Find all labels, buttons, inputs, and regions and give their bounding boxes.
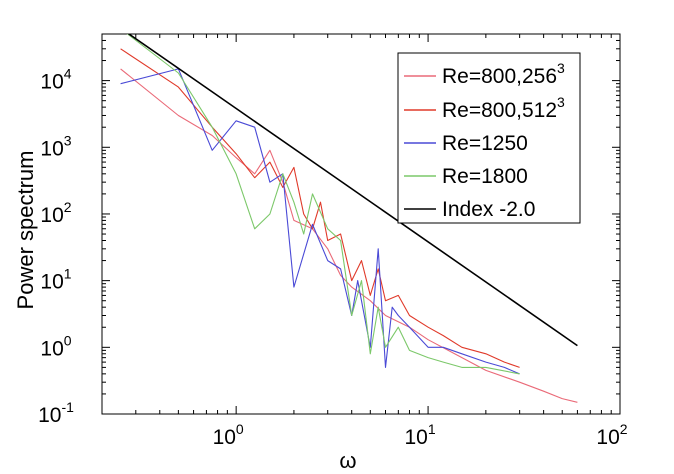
y-tick-label: 100 [40,332,71,360]
x-tick-label: 102 [596,421,627,449]
legend-label: Re=800,5123 [442,94,565,122]
y-tick-label: 10-1 [38,399,74,427]
x-tick-label: 100 [213,421,244,449]
y-tick-label: 103 [40,132,71,160]
series-line-index-2-0 [127,34,578,347]
legend-label: Re=1800 [442,165,528,188]
x-tick-label: 101 [404,421,435,449]
tick-labels: 100 101 102 10-1 100 101 102 103 104 [38,66,628,449]
axis-ticks [101,33,621,415]
x-axis-label: ω [339,448,356,473]
series-line-re-800-512 [120,48,520,368]
y-axis-label: Power spectrum [13,151,38,310]
y-tick-label: 104 [40,66,71,94]
series-line-re-1250 [120,68,520,375]
legend-label: Re=1250 [442,132,528,155]
legend-label: Re=800,2563 [442,60,565,88]
y-tick-label: 102 [40,199,71,227]
series-line-re-1800 [126,34,520,375]
legend-label: Index -2.0 [442,198,535,221]
series-lines [120,34,578,403]
legend-box [397,52,581,224]
y-tick-label: 101 [40,266,71,294]
legend: Re=800,2563 Re=800,5123 Re=1250 Re=1800 Inde… [397,52,581,224]
